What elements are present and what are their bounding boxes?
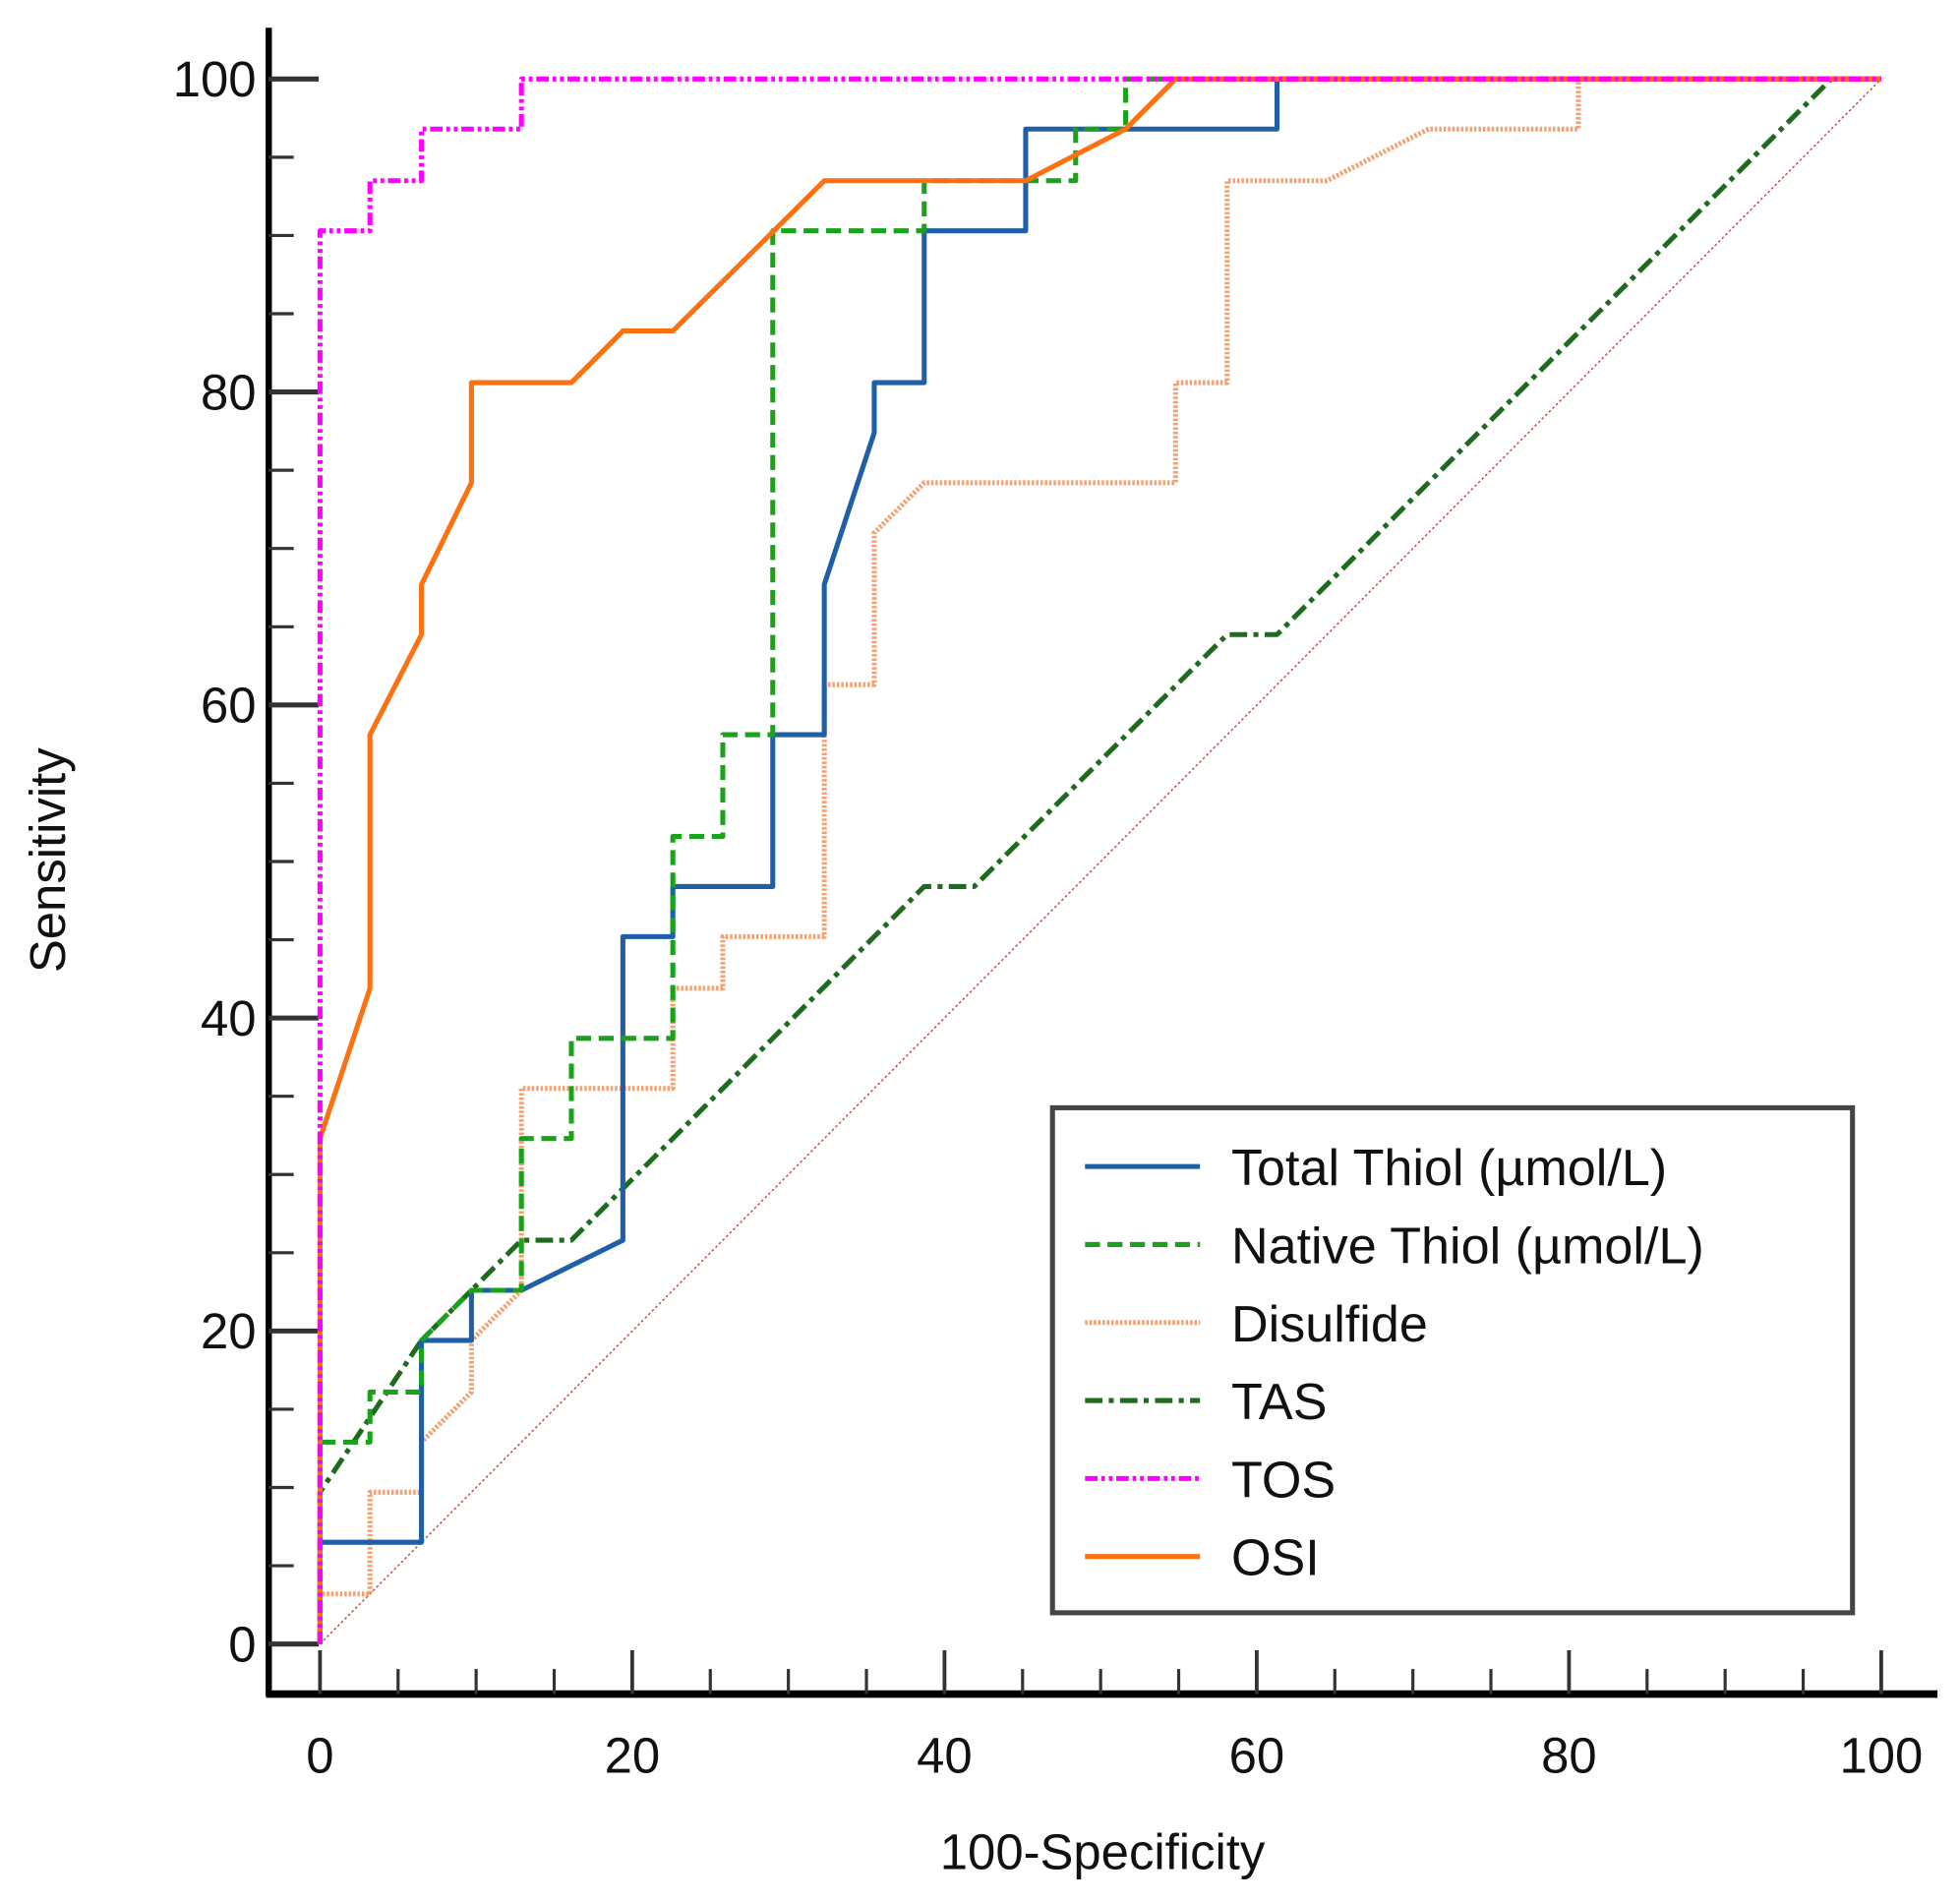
x-axis-title: 100-Specificity	[940, 1823, 1266, 1879]
roc-curves	[317, 76, 1881, 1644]
y-tick-label: 0	[228, 1616, 256, 1672]
y-tick-label: 40	[201, 990, 257, 1046]
y-axis-title: Sensitivity	[20, 747, 76, 973]
x-tick-label: 0	[306, 1728, 333, 1784]
diagonal-reference-line	[319, 78, 1882, 1645]
x-tick-label: 100	[1840, 1728, 1924, 1784]
y-tick-label: 100	[173, 51, 257, 107]
x-tick-label: 40	[917, 1728, 973, 1784]
roc-curve-tas	[317, 76, 1881, 1644]
legend-box	[1049, 1104, 1856, 1616]
reference-line	[319, 78, 1882, 1645]
y-tick-label: 80	[201, 364, 257, 420]
roc-curve-osi	[317, 76, 1881, 1644]
axes: 0 20 40 60 80 100 0 20 40 60 80 100	[173, 28, 1938, 1784]
roc-curve-disulfide	[317, 76, 1881, 1644]
roc-curve-total-thiol-mol-l	[317, 76, 1881, 1644]
legend-label-native-thiol-mol-l: Native Thiol (µmol/L)	[1231, 1218, 1704, 1275]
x-tick-label: 80	[1541, 1728, 1597, 1784]
y-tick-label: 60	[201, 678, 257, 734]
legend-label-total-thiol-mol-l: Total Thiol (µmol/L)	[1231, 1140, 1667, 1197]
legend-label-tos: TOS	[1231, 1452, 1336, 1509]
legend-label-tas: TAS	[1231, 1374, 1327, 1431]
legend-label-osi: OSI	[1231, 1530, 1320, 1587]
legend: Total Thiol (µmol/L) Native Thiol (µmol/L…	[1049, 1104, 1856, 1616]
y-tick-label: 20	[201, 1303, 257, 1359]
roc-curve-tos	[317, 76, 1881, 1644]
x-tick-label: 20	[605, 1728, 661, 1784]
legend-label-disulfide: Disulfide	[1231, 1296, 1428, 1353]
x-tick-label: 60	[1229, 1728, 1285, 1784]
roc-curve-native-thiol-mol-l	[317, 76, 1881, 1644]
